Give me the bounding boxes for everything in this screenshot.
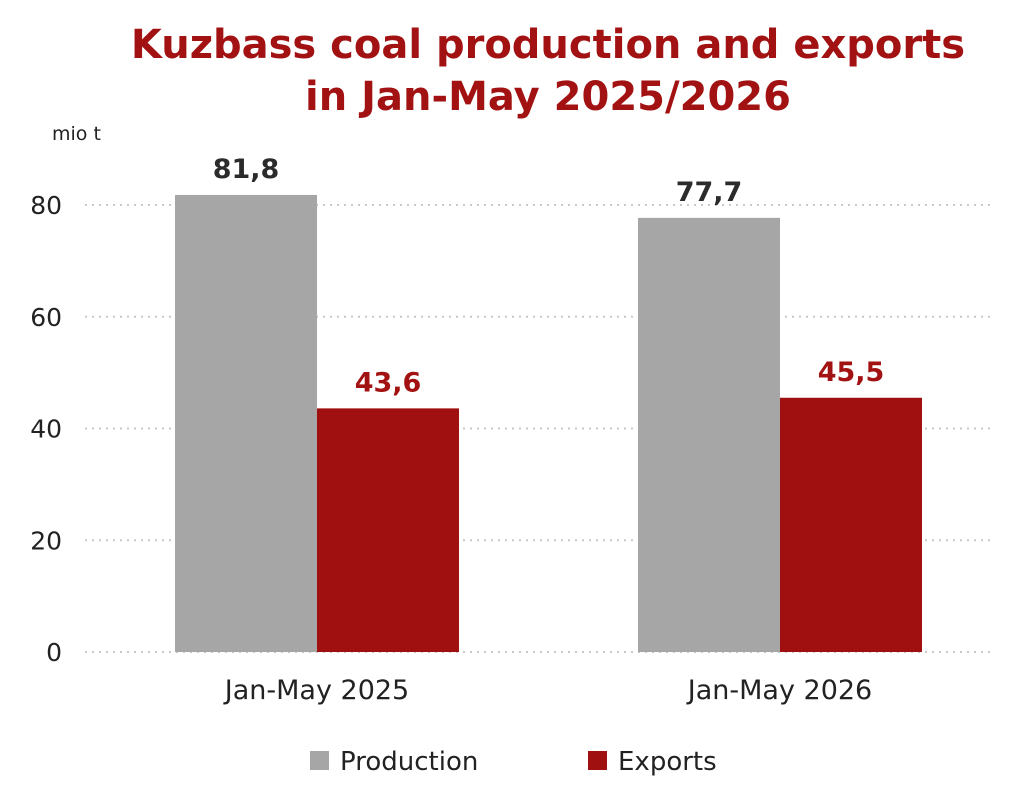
y-tick-label-20: 20 (30, 526, 62, 555)
legend-label-production: Production (340, 747, 478, 777)
y-tick-label-60: 60 (30, 303, 62, 332)
legend-label-exports: Exports (618, 747, 717, 777)
gridlines (85, 204, 995, 653)
legend: Production Exports (310, 747, 717, 777)
x-category-label-2: Jan-May 2026 (686, 675, 872, 706)
bar-production-1 (175, 194, 317, 652)
legend-swatch-production (310, 751, 329, 770)
chart-title-line-2: in Jan-May 2025/2026 (305, 74, 791, 120)
chart-title-line-1: Kuzbass coal production and exports (131, 22, 965, 68)
data-label-exports-1: 43,6 (355, 367, 422, 398)
x-axis-categories: Jan-May 2025 Jan-May 2026 (223, 675, 872, 706)
bars (175, 194, 922, 652)
legend-swatch-exports (588, 751, 607, 770)
y-tick-label-80: 80 (30, 191, 62, 220)
y-axis-ticks: 0 20 40 60 80 (30, 191, 62, 667)
data-label-production-1: 81,8 (213, 154, 280, 185)
y-tick-label-0: 0 (46, 638, 62, 667)
bar-exports-1 (317, 408, 459, 652)
x-category-label-1: Jan-May 2025 (223, 675, 409, 706)
y-axis-unit-label: mio t (52, 123, 101, 145)
data-label-exports-2: 45,5 (818, 357, 885, 388)
bar-production-2 (638, 217, 780, 652)
y-tick-label-40: 40 (30, 415, 62, 444)
data-label-production-2: 77,7 (676, 177, 743, 208)
data-labels: 81,8 43,6 77,7 45,5 (213, 154, 885, 398)
bar-exports-2 (780, 397, 922, 652)
